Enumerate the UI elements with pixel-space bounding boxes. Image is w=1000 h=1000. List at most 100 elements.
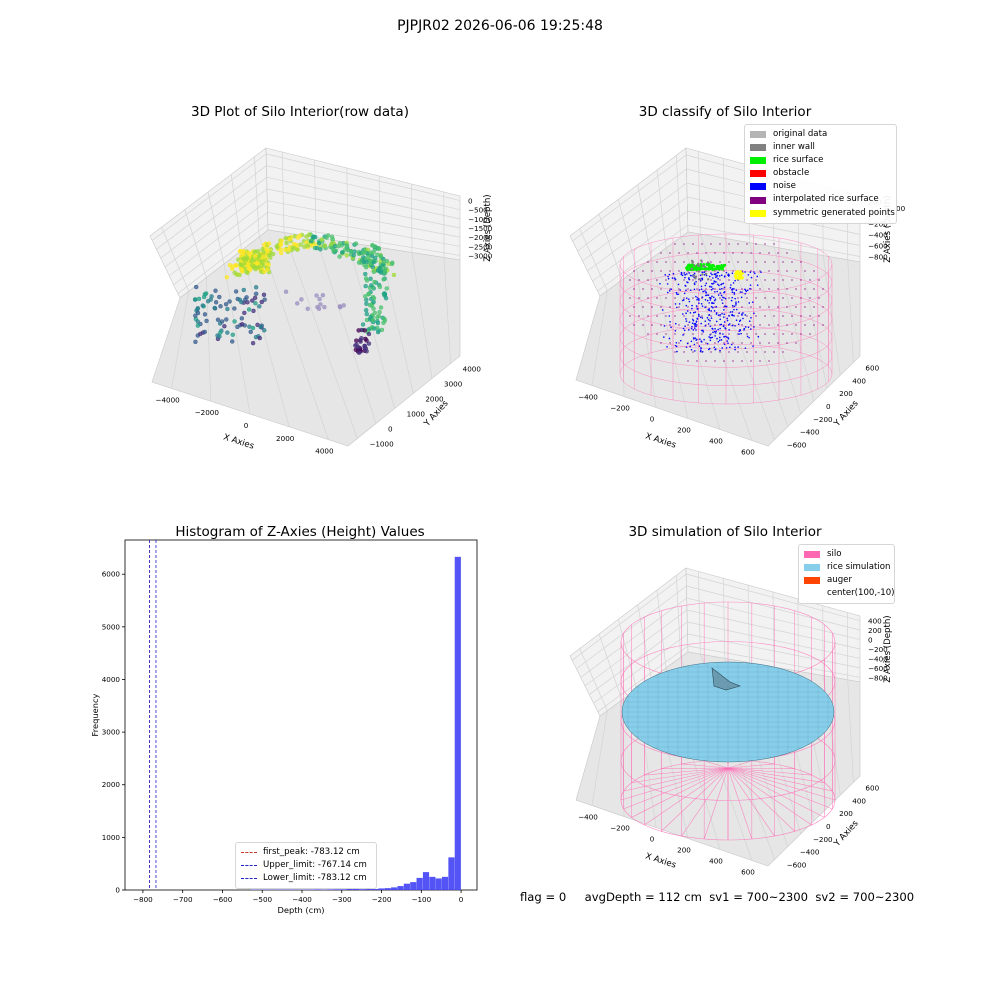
- plot2-interpolated-point: [813, 306, 815, 308]
- plot2-interpolated-point: [804, 306, 806, 308]
- plot4-silo-floor-spoke: [727, 767, 795, 832]
- plot2-xtick-label: 200: [677, 426, 691, 435]
- plot2-noise-point: [716, 290, 719, 293]
- plot2-interpolated-point: [755, 297, 757, 299]
- plot2-noise-point: [693, 272, 696, 275]
- plot1-point: [314, 293, 319, 298]
- plot2-noise-point: [712, 277, 714, 279]
- plot2-interpolated-point: [692, 315, 694, 317]
- plot2-interpolated-point: [674, 297, 676, 299]
- plot3-ytick-label: 4000: [102, 675, 121, 684]
- plot4-gridline: [686, 609, 861, 650]
- plot1-point: [250, 340, 256, 346]
- plot1-gridline: [283, 232, 358, 439]
- plot2-noise-point: [733, 305, 736, 308]
- plot2-noise-point: [721, 312, 723, 315]
- plot2-symmetric-point: [735, 270, 739, 274]
- plot2-interpolated-point: [746, 351, 748, 353]
- plot2-interpolated-point: [786, 306, 788, 308]
- plot2-noise-point: [730, 343, 733, 346]
- plot2-noise-point: [677, 283, 680, 286]
- plot4-silo-floor-spoke: [727, 763, 775, 769]
- plot2-noise-point: [731, 288, 733, 291]
- plot2-noise-point: [702, 290, 705, 293]
- plot2-noise-point: [709, 334, 711, 336]
- plot3-ytick-label: 3000: [102, 728, 121, 737]
- plot2-noise-point: [753, 271, 755, 273]
- plot1-xtick-label: −4000: [155, 395, 180, 404]
- plot1-point: [239, 316, 245, 321]
- plot1-point: [223, 302, 229, 307]
- plot2-interpolated-point: [633, 270, 635, 272]
- plot1-point: [290, 245, 295, 250]
- plot2-noise-point: [749, 287, 751, 290]
- plot1-point: [356, 260, 362, 265]
- plot2-noise-point: [715, 348, 717, 350]
- plot2-gridline: [656, 169, 667, 249]
- plot2-interpolated-point: [746, 261, 748, 263]
- status-sv2: sv2 = 700~2300: [815, 890, 915, 904]
- plot2-noise-point: [663, 336, 665, 338]
- plot2-inner-wall-point: [696, 262, 700, 266]
- plot2-noise-point: [671, 277, 674, 279]
- plot1-point: [278, 250, 284, 256]
- plot2-interpolated-point: [773, 243, 775, 245]
- plot2-noise-point: [724, 305, 727, 308]
- plot3-axes-frame: [124, 539, 478, 891]
- plot3-legend-entry: Lower_limit: -783.12 cm: [241, 872, 371, 885]
- plot2-noise-point: [711, 282, 713, 285]
- plot2-interpolated-point: [665, 279, 667, 281]
- plot2-noise-point: [714, 328, 716, 330]
- plot1-point: [254, 291, 259, 296]
- plot2-interpolated-point: [629, 279, 631, 281]
- plot2-ztick-label: −600: [868, 242, 888, 251]
- plot2-interpolated-point: [755, 279, 757, 281]
- plot2-noise-point: [723, 286, 726, 289]
- plot2-noise-point: [706, 299, 709, 302]
- plot2-gridline: [847, 259, 854, 363]
- plot1-point: [391, 272, 397, 278]
- plot2-noise-point: [704, 306, 706, 308]
- plot2-noise-point: [723, 336, 725, 338]
- plot1-point: [322, 243, 328, 248]
- plot4-silo-floor-spoke: [661, 767, 729, 770]
- plot1-point: [363, 294, 368, 299]
- plot2-interpolated-point: [777, 306, 779, 308]
- plot2-noise-point: [710, 288, 713, 291]
- plot1-point: [372, 310, 378, 316]
- plot2-noise-point: [717, 277, 719, 280]
- plot1-gridline: [266, 176, 461, 220]
- plot2-noise-point: [715, 272, 717, 275]
- plot4-silo-floor-spoke: [681, 767, 729, 837]
- plot1-point: [354, 338, 359, 343]
- plot2-xtick-label: 600: [741, 448, 755, 457]
- plot2-noise-point: [725, 347, 728, 349]
- plot2-noise-point: [682, 334, 684, 336]
- plot2-interpolated-point: [813, 288, 815, 290]
- plot1-point: [375, 315, 380, 320]
- plot2-noise-point: [685, 312, 687, 315]
- plot2-interpolated-point: [768, 360, 770, 362]
- plot2-noise-point: [724, 297, 727, 300]
- plot2-noise-point: [728, 323, 731, 325]
- plot2-noise-point: [693, 350, 696, 352]
- plot2-interpolated-point: [683, 261, 685, 263]
- plot2-interpolated-point: [764, 297, 766, 299]
- plot2-noise-point: [669, 320, 671, 323]
- plot2-rice-surface-point: [694, 265, 698, 269]
- plot2-noise-point: [749, 284, 752, 286]
- plot4-silo-floor-spoke: [727, 760, 752, 769]
- plot2-noise-point: [708, 308, 710, 310]
- plot2-noise-point: [723, 343, 726, 346]
- plot2-interpolated-point: [660, 342, 662, 344]
- plot1-point: [239, 253, 244, 258]
- plot2-interpolated-point: [638, 297, 640, 299]
- plot2-interpolated-point: [782, 315, 784, 317]
- plot2-noise-point: [748, 302, 751, 304]
- plot2-interpolated-point: [773, 261, 775, 263]
- plot2-noise-point: [734, 325, 736, 327]
- plot2-interpolated-point: [687, 324, 689, 326]
- plot1-point: [209, 294, 214, 299]
- plot2-inner-wall-point: [706, 278, 710, 281]
- plot2-noise-point: [668, 290, 671, 292]
